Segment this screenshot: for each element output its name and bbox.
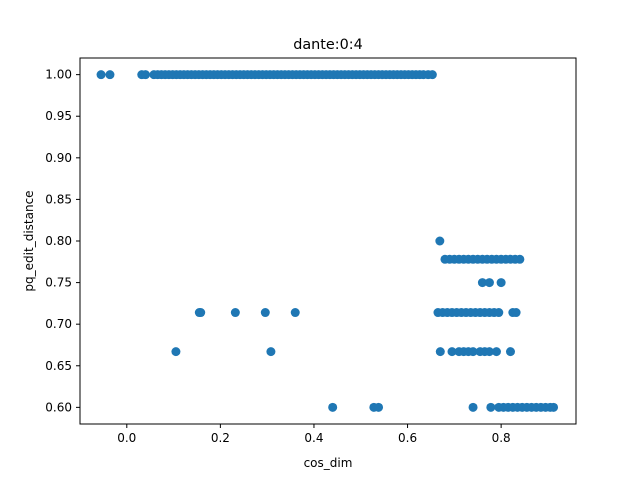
scatter-point <box>511 308 521 318</box>
scatter-point <box>290 308 300 318</box>
y-tick-label: 0.95 <box>45 109 72 123</box>
scatter-point <box>484 278 494 288</box>
scatter-point <box>374 402 384 412</box>
scatter-point <box>468 347 478 357</box>
x-tick-label: 0.4 <box>304 431 323 445</box>
y-axis-label: pq_edit_distance <box>22 190 36 291</box>
y-tick-label: 0.80 <box>45 234 72 248</box>
y-tick-label: 0.60 <box>45 400 72 414</box>
scatter-point <box>196 308 206 318</box>
y-tick-label: 0.75 <box>45 276 72 290</box>
scatter-point <box>515 254 525 264</box>
x-tick-label: 0.6 <box>398 431 417 445</box>
y-tick-label: 1.00 <box>45 68 72 82</box>
y-tick-label: 0.65 <box>45 359 72 373</box>
scatter-point <box>468 402 478 412</box>
plot-frame <box>79 57 577 425</box>
scatter-point <box>486 402 496 412</box>
x-tick-label: 0.8 <box>492 431 511 445</box>
scatter-point <box>505 347 515 357</box>
scatter-point <box>496 278 506 288</box>
scatter-point <box>484 347 494 357</box>
scatter-point <box>427 70 437 80</box>
x-tick-label: 0.0 <box>117 431 136 445</box>
y-tick-label: 0.85 <box>45 192 72 206</box>
y-tick-label: 0.90 <box>45 151 72 165</box>
scatter-point <box>435 236 445 246</box>
scatter-point <box>260 308 270 318</box>
y-tick-label: 0.70 <box>45 317 72 331</box>
scatter-point <box>328 402 338 412</box>
scatter-point <box>266 347 276 357</box>
scatter-point <box>230 308 240 318</box>
scatter-point <box>494 308 504 318</box>
axis-ticks: 0.0 0.2 0.4 0.6 0.8 0.60 0.65 0.70 0.75 0.80 0.85 0… <box>45 68 510 445</box>
scatter-point <box>549 402 559 412</box>
scatter-point <box>491 347 501 357</box>
scatter-point <box>96 70 106 80</box>
x-tick-label: 0.2 <box>211 431 230 445</box>
chart-title: dante:0:4 <box>293 37 363 53</box>
scatter-point <box>447 347 457 357</box>
data-points <box>96 70 559 412</box>
scatter-point <box>477 278 487 288</box>
scatter-point <box>171 347 181 357</box>
scatter-point <box>141 70 151 80</box>
x-axis-label: cos_dim <box>304 456 353 470</box>
scatter-point <box>435 347 445 357</box>
scatter-point <box>105 70 115 80</box>
